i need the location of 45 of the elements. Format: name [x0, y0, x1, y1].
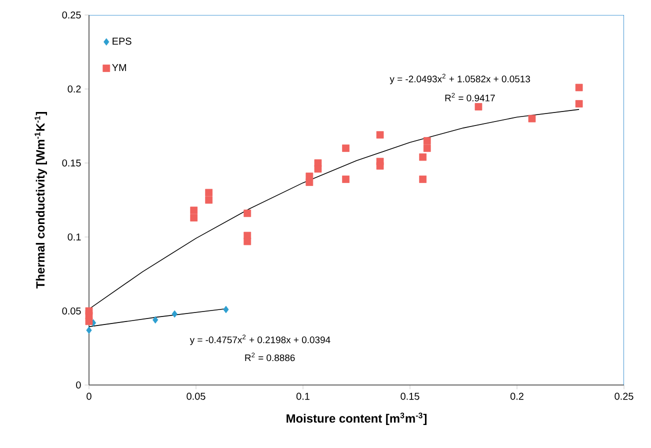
y-tick-label: 0.1 [68, 233, 81, 241]
point [419, 176, 427, 183]
y-tick-label: 0.2 [68, 85, 81, 93]
y-tick-label: 0.15 [62, 159, 81, 167]
y-tick-label: 0.25 [62, 11, 81, 19]
point [423, 144, 431, 152]
point [223, 306, 229, 314]
x-tick-label: 0.2 [510, 392, 524, 400]
point [474, 103, 482, 110]
point [152, 316, 158, 324]
point [85, 307, 93, 315]
point [575, 84, 583, 92]
x-axis-title: Moisture content [m$^{3}$m$^{-3}$] [286, 412, 427, 426]
y-axis-title: Thermal conductivity [Wm$^{-1}$K$^{-1}$] [34, 112, 47, 288]
point [172, 310, 178, 318]
annotation: y = -2.0493x$^{2}$ + 1.0582x + 0.0513 [390, 74, 530, 84]
x-tick-label: 0.05 [186, 392, 206, 400]
point [423, 137, 431, 144]
point [205, 196, 213, 204]
point [342, 176, 350, 183]
point [342, 144, 350, 152]
x-tick-label: 0.1 [296, 392, 310, 400]
point [314, 165, 322, 173]
point [86, 326, 92, 334]
point [376, 162, 384, 170]
point [205, 188, 213, 196]
point [244, 238, 252, 246]
legend-label: YM [112, 64, 126, 71]
annotation: R$^{2}$ = 0.8886 [245, 352, 295, 362]
x-tick-label: 0 [86, 392, 92, 400]
annotation: R$^{2}$ = 0.9417 [445, 92, 495, 102]
x-tick-label: 0.25 [614, 392, 634, 400]
y-tick-label: 0 [76, 381, 81, 389]
x-tick-label: 0.15 [400, 392, 420, 400]
point [528, 114, 536, 122]
annotation: y = -0.4757x$^{2}$ + 0.2198x + 0.0394 [190, 334, 330, 346]
point [244, 210, 252, 218]
point [190, 214, 198, 222]
point [419, 153, 427, 161]
point [190, 206, 198, 214]
point [575, 100, 583, 108]
legend-label: EPS [112, 38, 132, 45]
y-tick-label: 0.05 [62, 307, 81, 315]
point [306, 172, 314, 180]
point [376, 131, 384, 139]
